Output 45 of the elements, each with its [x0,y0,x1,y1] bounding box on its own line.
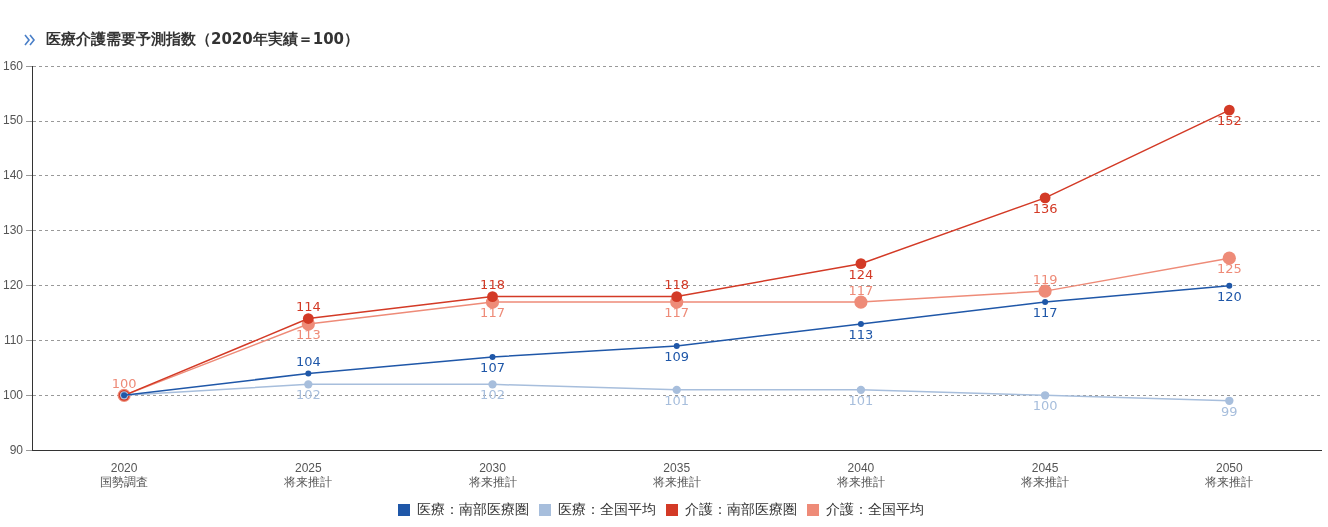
data-label: 136 [1032,200,1058,216]
data-label: 117 [848,282,874,298]
legend-label: 医療：南部医療圏 [417,500,529,517]
data-label: 117 [1032,304,1058,320]
data-label: 118 [664,277,690,293]
x-tick-label: 2030 将来推計 [467,460,517,490]
data-label: 102 [295,387,321,403]
data-label: 100 [1032,398,1058,414]
y-tick-label: 120 [2,277,24,292]
data-label: 113 [295,326,321,342]
legend-label: 医療：全国平均 [558,500,656,517]
data-label: 102 [480,387,505,403]
data-label: 101 [848,392,874,408]
data-label: 114 [295,299,321,315]
y-tick-label: 150 [2,113,24,128]
x-tick-label: 2050 将来推計 [1204,460,1254,490]
data-label: 117 [664,304,690,320]
x-tick-label: 2020 国勢調査 [100,460,149,490]
x-tick-label: 2040 将来推計 [835,460,885,490]
legend-label: 介護：南部医療圏 [685,500,797,517]
legend-label: 介護：全国平均 [826,500,924,517]
data-label: 107 [480,359,505,375]
y-tick-label: 100 [2,387,24,402]
data-label: 119 [1032,271,1058,287]
y-tick-label: 90 [9,442,24,457]
data-label: 124 [848,266,874,282]
data-label: 99 [1221,403,1238,419]
data-label: 120 [1216,288,1242,304]
x-tick-label: 2025 将来推計 [283,460,333,490]
x-tick-label: 2045 将来推計 [1020,460,1070,490]
y-tick-label: 160 [2,58,24,73]
data-label: 100 [111,376,137,392]
data-label: 101 [664,392,690,408]
data-label: 109 [664,348,690,364]
chart-title: 医療介護需要予測指数（2020年実績＝100） [46,30,360,49]
y-tick-label: 110 [3,332,24,347]
data-label: 125 [1216,261,1242,277]
data-label: 104 [295,354,321,370]
data-label: 113 [848,326,874,342]
y-tick-label: 130 [2,223,24,238]
data-label: 117 [480,304,505,320]
data-label: 118 [480,277,505,293]
data-label: 152 [1216,112,1242,128]
x-tick-label: 2035 将来推計 [651,460,701,490]
y-tick-label: 140 [2,168,24,183]
